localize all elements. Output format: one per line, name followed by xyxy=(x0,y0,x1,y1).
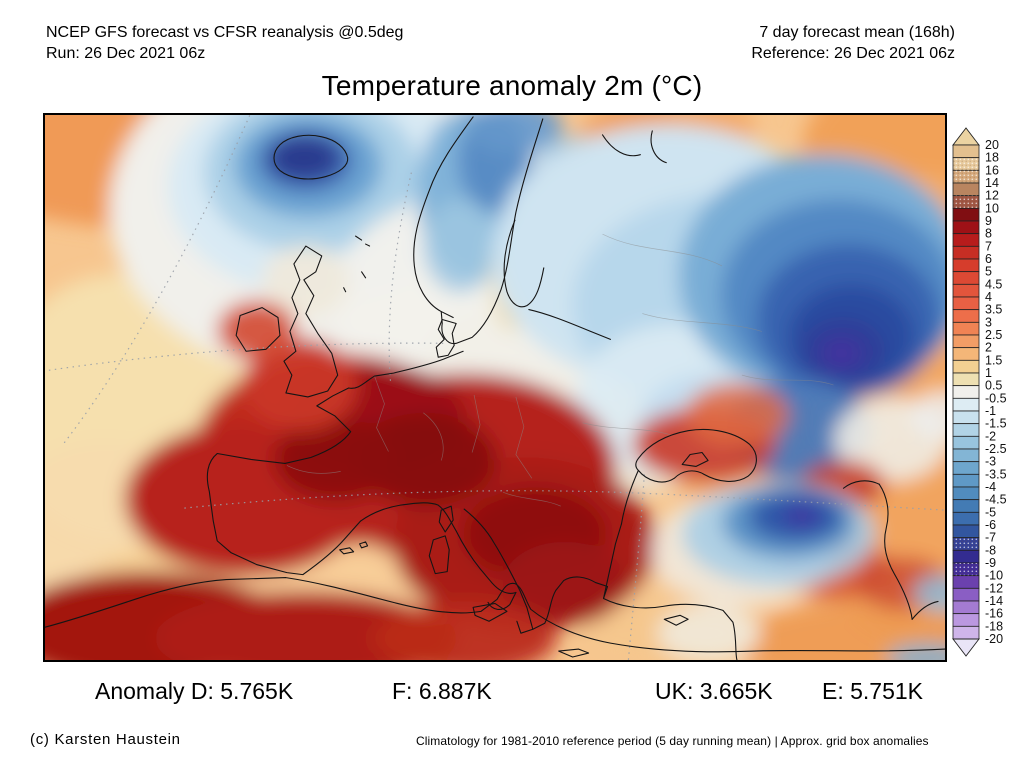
forecast-window-line: 7 day forecast mean (168h) xyxy=(759,24,955,41)
svg-text:-9: -9 xyxy=(985,556,996,570)
svg-text:16: 16 xyxy=(985,163,999,177)
svg-text:6: 6 xyxy=(985,252,992,266)
svg-text:-8: -8 xyxy=(985,543,996,557)
model-run-info: NCEP GFS forecast vs CFSR reanalysis @0.… xyxy=(46,22,403,64)
climatology-note: Climatology for 1981-2010 reference peri… xyxy=(416,734,929,748)
svg-text:-0.5: -0.5 xyxy=(985,391,1007,405)
stat-anomaly-uk: UK: 3.665K xyxy=(655,678,773,704)
country-borders xyxy=(286,233,834,507)
svg-text:-12: -12 xyxy=(985,581,1003,595)
svg-text:2: 2 xyxy=(985,341,992,355)
svg-text:-4.5: -4.5 xyxy=(985,493,1007,507)
svg-text:-10: -10 xyxy=(985,569,1003,583)
svg-text:4: 4 xyxy=(985,290,992,304)
svg-text:-2: -2 xyxy=(985,429,996,443)
colorbar: 20 18 16 14 12 10 9 8 7 6 5 4.5 4 3.5 3 2.5 2 1.5 1 0.5 -0.5… xyxy=(951,126,1024,658)
stat-anomaly-e: E: 5.751K xyxy=(822,678,924,704)
reference-line: Reference: 26 Dec 2021 06z xyxy=(751,45,955,62)
svg-text:12: 12 xyxy=(985,189,999,203)
run-line: Run: 26 Dec 2021 06z xyxy=(46,45,206,62)
svg-text:-1: -1 xyxy=(985,404,996,418)
svg-text:9: 9 xyxy=(985,214,992,228)
model-line: NCEP GFS forecast vs CFSR reanalysis @0.… xyxy=(46,24,404,41)
colorbar-svg: 201816141210987654.543.532.521.510.5-0.5… xyxy=(952,127,1007,657)
svg-text:3: 3 xyxy=(985,315,992,329)
svg-text:-14: -14 xyxy=(985,594,1003,608)
svg-text:-6: -6 xyxy=(985,518,996,532)
anomaly-field-blobs xyxy=(45,115,945,660)
svg-text:-4: -4 xyxy=(985,480,996,494)
svg-text:3.5: 3.5 xyxy=(985,303,1002,317)
coastlines xyxy=(45,116,945,660)
svg-text:18: 18 xyxy=(985,151,999,165)
svg-text:-5: -5 xyxy=(985,505,996,519)
stat-anomaly-f: F: 6.887K xyxy=(392,678,492,704)
page-title: Temperature anomaly 2m (°C) xyxy=(321,70,703,101)
svg-text:20: 20 xyxy=(985,138,999,152)
graticule-lines xyxy=(45,115,945,660)
stat-anomaly-d: Anomaly D: 5.765K xyxy=(95,678,294,704)
anomaly-map xyxy=(43,113,947,662)
svg-text:-2.5: -2.5 xyxy=(985,442,1007,456)
svg-text:-1.5: -1.5 xyxy=(985,417,1007,431)
svg-text:-7: -7 xyxy=(985,531,996,545)
svg-text:-3: -3 xyxy=(985,455,996,469)
anomaly-stats-row: Anomaly D: 5.765K F: 6.887K UK: 3.665K E… xyxy=(0,678,1024,710)
forecast-info: 7 day forecast mean (168h) Reference: 26… xyxy=(751,22,955,64)
anomaly-field-svg xyxy=(45,115,945,660)
svg-text:10: 10 xyxy=(985,201,999,215)
svg-text:-18: -18 xyxy=(985,619,1003,633)
svg-text:7: 7 xyxy=(985,239,992,253)
svg-text:8: 8 xyxy=(985,227,992,241)
svg-text:0.5: 0.5 xyxy=(985,379,1002,393)
svg-text:2.5: 2.5 xyxy=(985,328,1002,342)
svg-text:5: 5 xyxy=(985,265,992,279)
svg-text:4.5: 4.5 xyxy=(985,277,1002,291)
copyright-text: (c) Karsten Haustein xyxy=(30,731,181,748)
svg-text:1: 1 xyxy=(985,366,992,380)
svg-text:14: 14 xyxy=(985,176,999,190)
svg-text:1.5: 1.5 xyxy=(985,353,1002,367)
svg-text:-20: -20 xyxy=(985,632,1003,646)
svg-text:-3.5: -3.5 xyxy=(985,467,1007,481)
svg-text:-16: -16 xyxy=(985,607,1003,621)
